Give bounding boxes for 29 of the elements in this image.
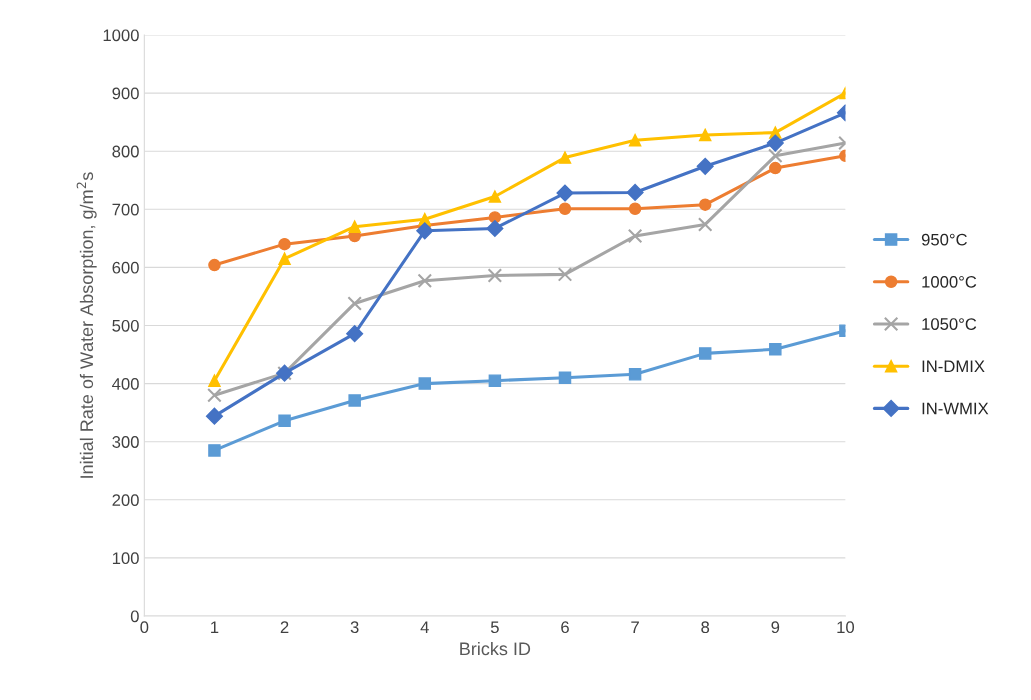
y-tick-label: 800 (112, 145, 139, 158)
legend-label: 1050°C (922, 318, 977, 330)
x-tick-label: 3 (350, 621, 359, 634)
y-tick-label: 300 (112, 436, 139, 448)
legend-label: IN-DMIX (922, 360, 985, 373)
x-tick-label: 4 (420, 621, 429, 633)
x-tick-label: 6 (561, 621, 569, 634)
x-tick-label: 9 (771, 621, 780, 634)
y-tick-label: 0 (130, 610, 139, 623)
legend-label: 950°C (921, 233, 967, 246)
y-tick-label: 500 (112, 319, 139, 332)
y-axis-title: Initial Rate of Water Absorption, g/m$^{2}$s (76, 172, 97, 478)
x-tick-label: 8 (701, 621, 710, 634)
x-axis-title: Bricks ID (460, 641, 531, 656)
y-tick-label: 700 (112, 203, 139, 216)
y-tick-label: 900 (112, 87, 139, 100)
y-tick-label: 200 (112, 494, 139, 506)
y-tick-label: 100 (112, 552, 139, 565)
legend-label: IN-WMIX (922, 402, 989, 415)
x-tick-label: 0 (140, 621, 149, 634)
y-tick-label: 400 (112, 378, 139, 390)
x-tick-label: 7 (631, 621, 639, 633)
x-tick-label: 2 (280, 621, 289, 633)
x-tick-label: 5 (490, 621, 499, 634)
y-tick-label: 1000 (103, 29, 139, 42)
y-tick-label: 600 (112, 261, 139, 274)
x-tick-label: 10 (837, 621, 855, 634)
legend-label: 1000°C (922, 275, 977, 288)
x-tick-label: 1 (211, 621, 219, 633)
